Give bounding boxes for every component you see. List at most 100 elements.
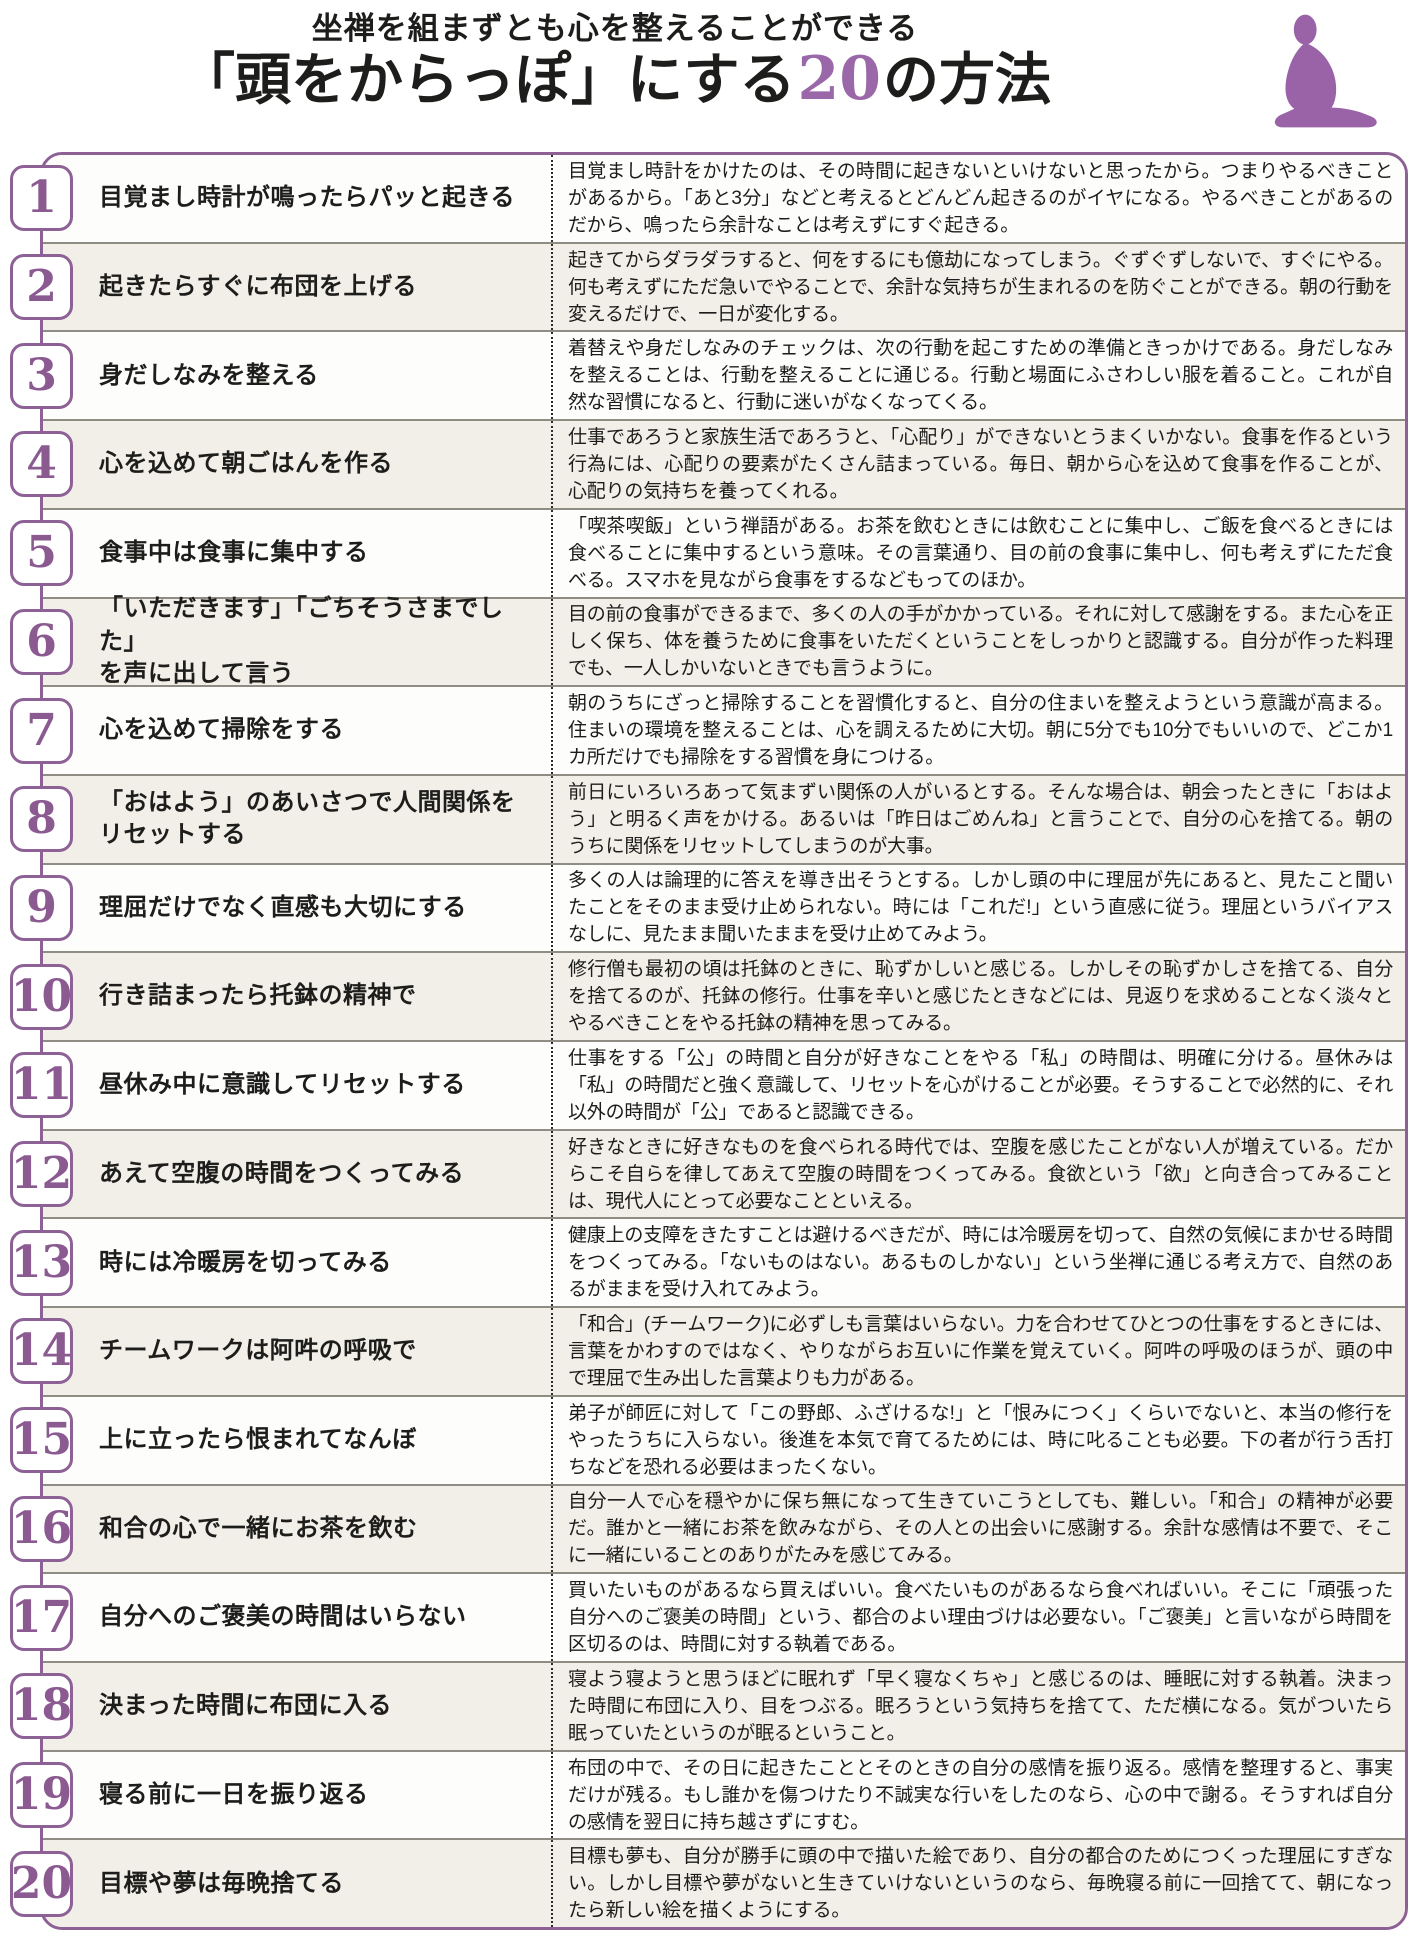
item-description: 修行僧も最初の頃は托鉢のときに、恥ずかしいと感じる。しかしその恥ずかしさを捨てる… xyxy=(568,959,1393,1035)
item-title: 「おはよう」のあいさつで人間関係を リセットする xyxy=(99,788,516,849)
page-title-pre: 「頭をからっぽ」にする xyxy=(178,50,796,113)
item-description-cell: 多くの人は論理的に答えを導き出そうとする。しかし頭の中に理屈が先にあると、見たこ… xyxy=(551,864,1405,952)
item-number: 2 xyxy=(26,261,57,313)
item-title: 行き詰まったら托鉢の精神で xyxy=(99,982,417,1010)
item-description-cell: 仕事をする「公」の時間と自分が好きなことをやる「私」の時間は、明確に分ける。昼休… xyxy=(551,1042,1405,1129)
item-description: 買いたいものがあるなら買えばいい。食べたいものがあるなら食べればいい。そこに「頑… xyxy=(568,1580,1393,1656)
page-title: 「頭をからっぽ」にする20の方法 xyxy=(0,47,1230,112)
item-description: 前日にいろいろあって気まずい関係の人がいるとする。そんな場合は、朝会ったときに「… xyxy=(568,781,1393,857)
item-number-badge: 10 xyxy=(10,963,73,1030)
list-item: 16 和合の心で一緒にお茶を飲む 自分一人で心を穏やかに保ち無になって生きていこ… xyxy=(10,1485,1405,1575)
item-title: あえて空腹の時間をつくってみる xyxy=(99,1159,465,1187)
list-item: 11 昼休み中に意識してリセットする 仕事をする「公」の時間と自分が好きなことを… xyxy=(10,1042,1405,1131)
item-number-badge: 16 xyxy=(10,1495,73,1562)
list-item: 8 「おはよう」のあいさつで人間関係を リセットする 前日にいろいろあって気まず… xyxy=(10,775,1405,865)
page-title-post: の方法 xyxy=(883,50,1052,113)
list-item: 15 上に立ったら恨まれてなんぼ 弟子が師匠に対して「この野郎、ふざけるな!」と… xyxy=(10,1396,1405,1486)
list-item: 6 「いただきます」「ごちそうさまでした」 を声に出して言う 目の前の食事ができ… xyxy=(10,595,1405,688)
item-description-cell: 朝のうちにざっと掃除することを習慣化すると、自分の住まいを整えようという意識が高… xyxy=(551,687,1405,774)
list-item: 19 寝る前に一日を振り返る 布団の中で、その日に起きたこととそのときの自分の感… xyxy=(10,1751,1405,1841)
item-description: 着替えや身だしなみのチェックは、次の行動を起こすための準備ときっかけである。身だ… xyxy=(568,338,1393,414)
item-description: 多くの人は論理的に答えを導き出そうとする。しかし頭の中に理屈が先にあると、見たこ… xyxy=(568,870,1393,946)
item-description-cell: 好きなときに好きなものを食べられる時代では、空腹を感じたことがない人が増えている… xyxy=(551,1130,1405,1218)
item-number-badge: 15 xyxy=(10,1407,73,1474)
item-description: 起きてからダラダラすると、何をするにも億劫になってしまう。ぐずぐずしないで、すぐ… xyxy=(568,249,1393,325)
item-number: 1 xyxy=(26,172,57,224)
list-item: 4 心を込めて朝ごはんを作る 仕事であろうと家族生活であろうと、「心配り」ができ… xyxy=(10,421,1405,510)
item-number-badge: 11 xyxy=(10,1052,73,1119)
item-description: 仕事であろうと家族生活であろうと、「心配り」ができないとうまくいかない。食事を作… xyxy=(568,426,1393,502)
header-subtitle: 坐禅を組まずとも心を整えることができる xyxy=(311,11,919,46)
item-number-badge: 2 xyxy=(10,254,73,321)
item-description: 朝のうちにざっと掃除することを習慣化すると、自分の住まいを整えようという意識が高… xyxy=(568,693,1393,769)
list-item: 2 起きたらすぐに布団を上げる 起きてからダラダラすると、何をするにも億劫になっ… xyxy=(10,243,1405,333)
item-description: 弟子が師匠に対して「この野郎、ふざけるな!」と「恨みにつく」くらいでないと、本当… xyxy=(568,1402,1393,1478)
item-description: 寝よう寝ようと思うほどに眠れず「早く寝なくちゃ」と感じるのは、睡眠に対する執着。… xyxy=(568,1668,1393,1744)
item-description-cell: 目標も夢も、自分が勝手に頭の中で描いた絵であり、自分の都合のためにつくった理屈に… xyxy=(551,1840,1405,1928)
list-item: 20 目標や夢は毎晩捨てる 目標も夢も、自分が勝手に頭の中で描いた絵であり、自分… xyxy=(10,1840,1405,1928)
item-number: 10 xyxy=(10,970,73,1022)
item-description: 「和合」(チームワーク)に必ずしも言葉はいらない。力を合わせてひとつの仕事をする… xyxy=(568,1314,1393,1389)
item-number-badge: 19 xyxy=(10,1762,73,1828)
item-number-badge: 17 xyxy=(10,1584,73,1651)
methods-list: 1 目覚まし時計が鳴ったらパッと起きる 目覚まし時計をかけたのは、その時間に起き… xyxy=(10,152,1408,1930)
item-description-cell: 前日にいろいろあって気まずい関係の人がいるとする。そんな場合は、朝会ったときに「… xyxy=(551,775,1405,863)
item-number: 5 xyxy=(26,527,57,579)
item-number-badge: 14 xyxy=(10,1318,73,1385)
item-description: 目標も夢も、自分が勝手に頭の中で描いた絵であり、自分の都合のためにつくった理屈に… xyxy=(568,1846,1393,1922)
list-item: 7 心を込めて掃除をする 朝のうちにざっと掃除することを習慣化すると、自分の住ま… xyxy=(10,687,1405,776)
item-description: 布団の中で、その日に起きたこととそのときの自分の感情を振り返る。感情を整理すると… xyxy=(568,1757,1393,1833)
item-title: 目覚まし時計が鳴ったらパッと起きる xyxy=(99,184,516,212)
item-description-cell: 着替えや身だしなみのチェックは、次の行動を起こすための準備ときっかけである。身だ… xyxy=(551,332,1405,420)
page-title-number: 20 xyxy=(797,44,882,115)
item-number-badge: 7 xyxy=(10,697,73,764)
item-number-badge: 18 xyxy=(10,1673,73,1740)
item-description-cell: 「和合」(チームワーク)に必ずしも言葉はいらない。力を合わせてひとつの仕事をする… xyxy=(551,1308,1405,1395)
item-description-cell: 仕事であろうと家族生活であろうと、「心配り」ができないとうまくいかない。食事を作… xyxy=(551,421,1405,508)
item-number-badge: 3 xyxy=(10,342,73,409)
item-number-badge: 12 xyxy=(10,1141,73,1208)
item-description-cell: 修行僧も最初の頃は托鉢のときに、恥ずかしいと感じる。しかしその恥ずかしさを捨てる… xyxy=(551,953,1405,1041)
item-description-cell: 寝よう寝ようと思うほどに眠れず「早く寝なくちゃ」と感じるのは、睡眠に対する執着。… xyxy=(551,1662,1405,1750)
item-title: 心を込めて掃除をする xyxy=(99,716,344,744)
item-description: 健康上の支障をきたすことは避けるべきだが、時には冷暖房を切って、自然の気候にまか… xyxy=(568,1225,1393,1301)
item-number-badge: 20 xyxy=(10,1850,73,1917)
item-title: 起きたらすぐに布団を上げる xyxy=(99,272,418,300)
item-number-badge: 9 xyxy=(10,874,73,941)
item-number: 14 xyxy=(10,1325,73,1377)
item-description-cell: 布団の中で、その日に起きたこととそのときの自分の感情を振り返る。感情を整理すると… xyxy=(551,1751,1405,1839)
item-number: 16 xyxy=(10,1502,73,1554)
list-item: 17 自分へのご褒美の時間はいらない 買いたいものがあるなら買えばいい。食べたい… xyxy=(10,1574,1405,1663)
list-item: 12 あえて空腹の時間をつくってみる 好きなときに好きなものを食べられる時代では… xyxy=(10,1130,1405,1220)
item-number: 18 xyxy=(10,1680,73,1732)
item-description-cell: 弟子が師匠に対して「この野郎、ふざけるな!」と「恨みにつく」くらいでないと、本当… xyxy=(551,1396,1405,1484)
list-item: 5 食事中は食事に集中する 「喫茶喫飯」という禅語がある。お茶を飲むときには飲む… xyxy=(10,509,1405,599)
item-description: 好きなときに好きなものを食べられる時代では、空腹を感じたことがない人が増えている… xyxy=(568,1136,1393,1212)
item-description: 「喫茶喫飯」という禅語がある。お茶を飲むときには飲むことに集中し、ご飯を食べると… xyxy=(568,515,1393,591)
item-description-cell: 健康上の支障をきたすことは避けるべきだが、時には冷暖房を切って、自然の気候にまか… xyxy=(551,1219,1405,1307)
item-number: 11 xyxy=(10,1059,73,1111)
item-title: 目標や夢は毎晩捨てる xyxy=(99,1869,344,1897)
item-number-badge: 6 xyxy=(10,608,73,675)
item-title: 寝る前に一日を振り返る xyxy=(99,1780,369,1808)
item-number: 7 xyxy=(26,704,57,756)
item-description-cell: 「喫茶喫飯」という禅語がある。お茶を飲むときには飲むことに集中し、ご飯を食べると… xyxy=(551,509,1405,597)
item-number: 4 xyxy=(26,438,57,490)
list-item: 9 理屈だけでなく直感も大切にする 多くの人は論理的に答えを導き出そうとする。し… xyxy=(10,864,1405,954)
list-item: 13 時には冷暖房を切ってみる 健康上の支障をきたすことは避けるべきだが、時には… xyxy=(10,1219,1405,1309)
item-number: 17 xyxy=(10,1591,73,1643)
item-number-badge: 8 xyxy=(10,786,73,853)
item-description-cell: 起きてからダラダラすると、何をするにも億劫になってしまう。ぐずぐずしないで、すぐ… xyxy=(551,243,1405,331)
item-number: 15 xyxy=(10,1414,73,1466)
item-number-badge: 4 xyxy=(10,431,73,498)
page-header: 坐禅を組まずとも心を整えることができる 「頭をからっぽ」にする20の方法 xyxy=(0,10,1420,140)
item-description-cell: 目覚まし時計をかけたのは、その時間に起きないといけないと思ったから。つまりやるべ… xyxy=(551,155,1405,242)
item-title: 理屈だけでなく直感も大切にする xyxy=(99,893,467,921)
header-text: 坐禅を組まずとも心を整えることができる 「頭をからっぽ」にする20の方法 xyxy=(0,10,1230,112)
item-number: 8 xyxy=(26,793,57,845)
item-number: 13 xyxy=(10,1236,73,1288)
item-title: 時には冷暖房を切ってみる xyxy=(99,1248,392,1276)
item-description-cell: 自分一人で心を穏やかに保ち無になって生きていこうとしても、難しい。「和合」の精神… xyxy=(551,1485,1405,1573)
item-number: 19 xyxy=(10,1769,73,1820)
item-title: 上に立ったら恨まれてなんぼ xyxy=(99,1426,417,1453)
